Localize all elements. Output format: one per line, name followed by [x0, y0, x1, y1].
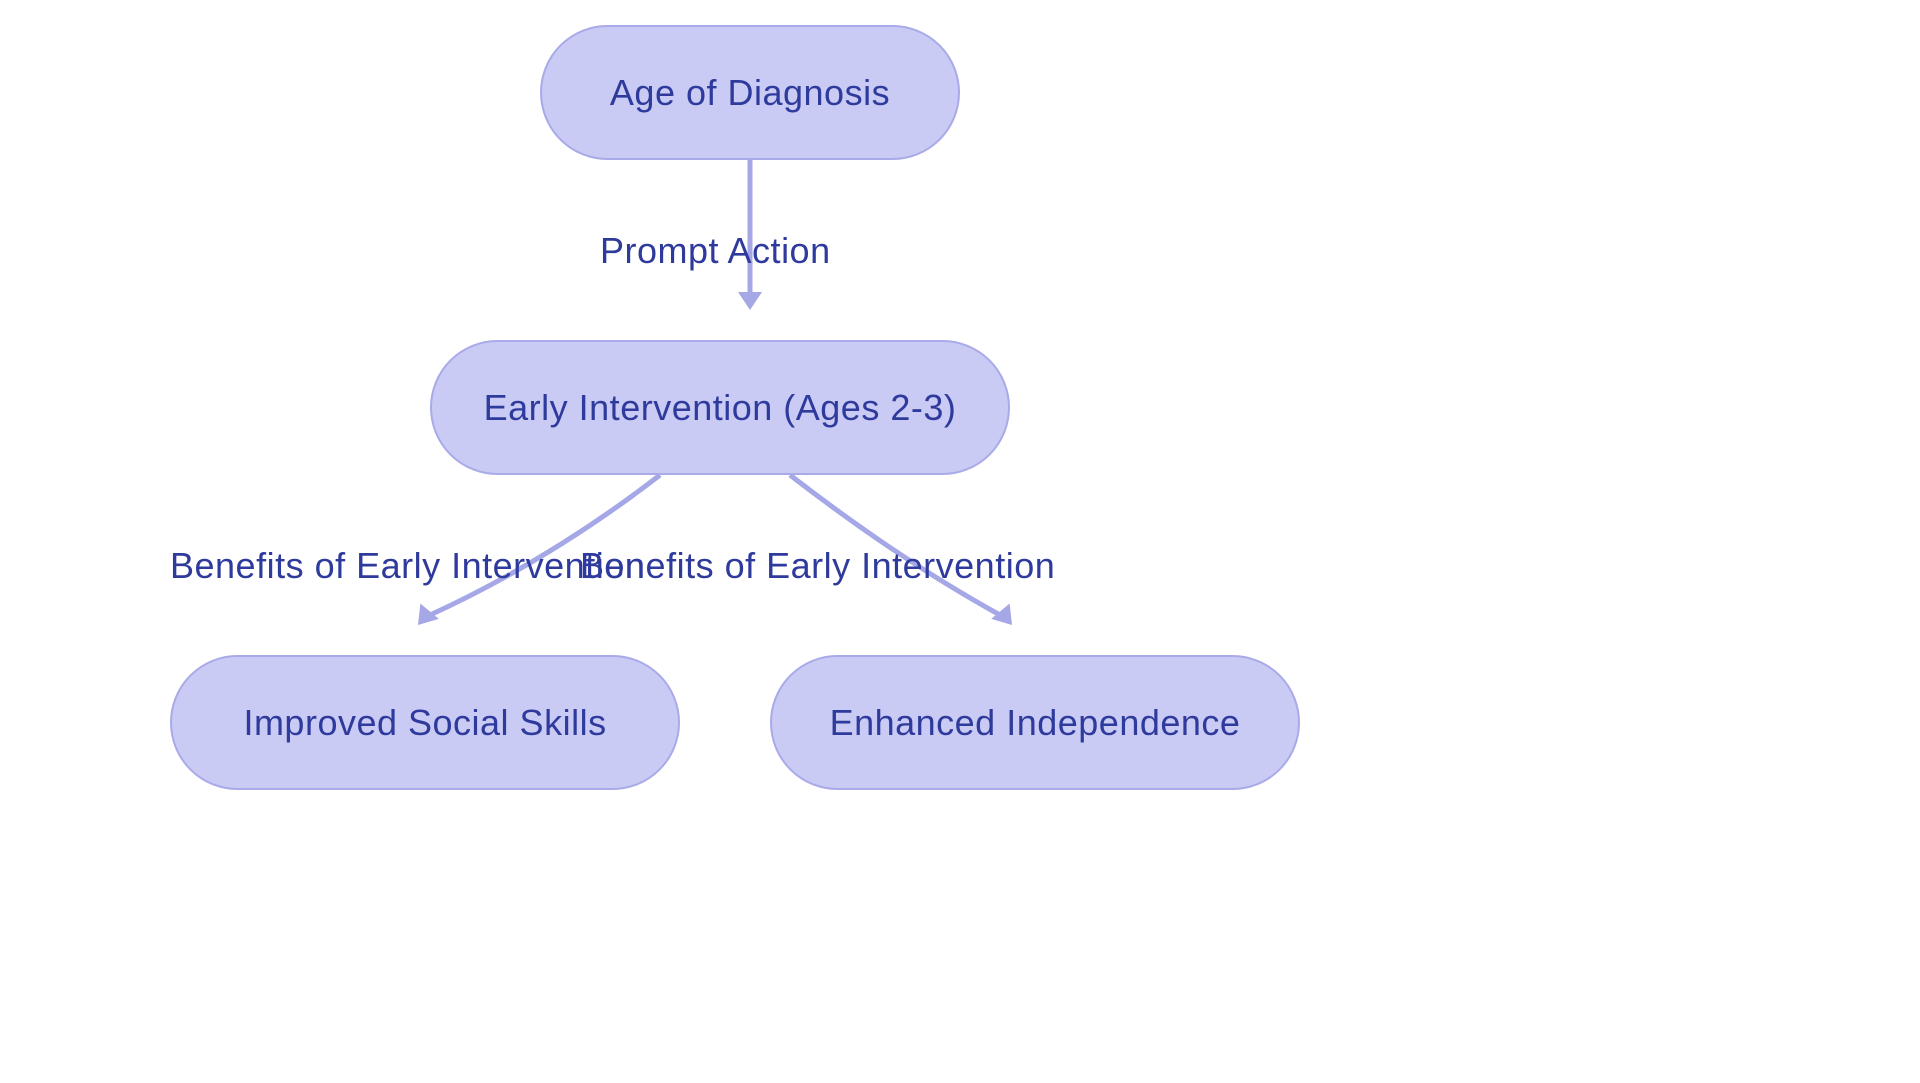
edge-label: Benefits of Early Intervention: [580, 545, 1055, 587]
node-label: Enhanced Independence: [830, 702, 1241, 744]
node-label: Early Intervention (Ages 2-3): [484, 387, 957, 429]
node-n1: Age of Diagnosis: [540, 25, 960, 160]
node-n4: Enhanced Independence: [770, 655, 1300, 790]
node-label: Improved Social Skills: [243, 702, 606, 744]
node-label: Age of Diagnosis: [610, 72, 890, 114]
node-n3: Improved Social Skills: [170, 655, 680, 790]
edge-layer: [0, 0, 1920, 1083]
node-n2: Early Intervention (Ages 2-3): [430, 340, 1010, 475]
edge-label: Benefits of Early Intervention: [170, 545, 645, 587]
arrowhead-icon: [409, 603, 439, 632]
edge-label: Prompt Action: [600, 230, 831, 272]
arrowhead-icon: [991, 603, 1021, 632]
arrowhead-icon: [738, 292, 762, 310]
